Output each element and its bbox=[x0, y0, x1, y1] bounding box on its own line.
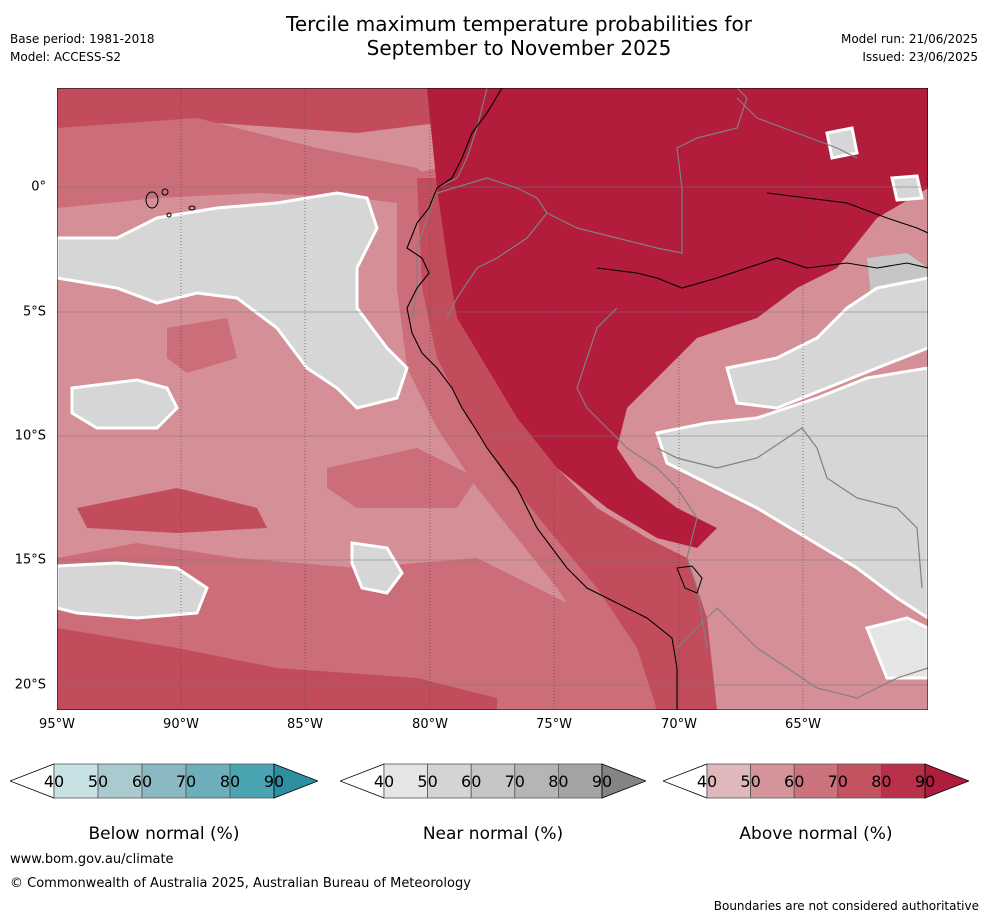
colorbar-right-extension bbox=[273, 763, 320, 799]
footer-copyright: © Commonwealth of Australia 2025, Austra… bbox=[10, 876, 471, 891]
colorbar-tick-label: 70 bbox=[827, 772, 848, 791]
colorbar-segment bbox=[706, 763, 751, 799]
border-colombia-brazil bbox=[546, 88, 748, 254]
footer-disclaimer: Boundaries are not considered authoritat… bbox=[713, 899, 979, 913]
base-period-label: Base period: 1981-2018 bbox=[10, 32, 155, 46]
colorbar-tick-label: 70 bbox=[504, 772, 525, 791]
ocean-band-upper bbox=[57, 118, 457, 208]
colorbar-segment bbox=[514, 763, 559, 799]
graticule bbox=[57, 88, 928, 710]
footer-url: www.bom.gov.au/climate bbox=[10, 852, 174, 867]
border-venezuela bbox=[736, 97, 858, 159]
colorbar-right-extension bbox=[601, 763, 648, 799]
colorbar-segment bbox=[383, 763, 428, 799]
ocean-warm-patch bbox=[77, 488, 267, 533]
lon-label-90w: 90°W bbox=[163, 717, 199, 732]
map-title: Tercile maximum temperature probabilitie… bbox=[214, 12, 824, 60]
colorbar-segment bbox=[880, 763, 926, 799]
colorbar-segment bbox=[837, 763, 882, 799]
colorbar-tick-label: 90 bbox=[914, 772, 936, 791]
model-label: Model: ACCESS-S2 bbox=[10, 50, 122, 64]
probability-map bbox=[57, 88, 928, 710]
ocean-warm-patch-3 bbox=[327, 448, 477, 508]
colorbar-tick-label: 60 bbox=[461, 772, 482, 791]
map-title-line2: September to November 2025 bbox=[366, 36, 672, 60]
lon-label-70w: 70°W bbox=[661, 717, 697, 732]
colorbar-tick-label: 40 bbox=[696, 772, 718, 791]
legend-title-above: Above normal (%) bbox=[739, 824, 893, 844]
lon-label-95w: 95°W bbox=[39, 717, 75, 732]
ocean-warm-patch-2 bbox=[167, 318, 237, 373]
border-bolivia-south bbox=[676, 607, 928, 699]
colorbar-tick-label: 80 bbox=[219, 772, 241, 791]
legend-above-normal: Above normal (%) bbox=[661, 762, 971, 852]
colorbar-near bbox=[338, 763, 648, 799]
colorbar-tick-label: 80 bbox=[871, 772, 892, 791]
legend-near-normal: Near normal (%) bbox=[338, 762, 648, 852]
legend-below-normal: Below normal (%) bbox=[8, 762, 320, 852]
legend-title-near: Near normal (%) bbox=[422, 824, 564, 844]
colorbar-tick-label: 80 bbox=[548, 772, 569, 791]
galapagos-islands bbox=[145, 188, 196, 218]
colorbar-tick-label: 40 bbox=[43, 772, 65, 791]
colorbar-above bbox=[661, 763, 971, 799]
colorbar-segment bbox=[141, 763, 187, 799]
lon-label-85w: 85°W bbox=[287, 717, 323, 732]
coastline bbox=[406, 88, 928, 710]
lat-label-0: 0° bbox=[31, 179, 46, 195]
negro-river bbox=[766, 192, 928, 234]
lon-label-80w: 80°W bbox=[412, 717, 448, 732]
lon-label-65w: 65°W bbox=[785, 717, 821, 732]
issued-label: Issued: 23/06/2025 bbox=[862, 50, 978, 64]
colorbar-tick-label: 50 bbox=[87, 772, 109, 791]
colorbar-tick-label: 50 bbox=[740, 772, 761, 791]
colorbar-tick-label: 70 bbox=[175, 772, 197, 791]
colorbar-tick-label: 60 bbox=[131, 772, 153, 791]
colorbar-tick-label: 90 bbox=[591, 772, 613, 791]
lon-label-75w: 75°W bbox=[536, 717, 572, 732]
border-peru-brazil-bolivia bbox=[576, 307, 708, 649]
country-borders bbox=[411, 88, 928, 699]
colorbar-segment bbox=[185, 763, 231, 799]
colorbar-segment bbox=[53, 763, 99, 799]
colorbar-tick-label: 60 bbox=[784, 772, 805, 791]
model-run-label: Model run: 21/06/2025 bbox=[840, 32, 978, 46]
colorbar-tick-label: 40 bbox=[373, 772, 395, 791]
colorbar-segment bbox=[427, 763, 472, 799]
colorbar-segment bbox=[470, 763, 516, 799]
map-title-line1: Tercile maximum temperature probabilitie… bbox=[286, 12, 752, 36]
colorbar-segment bbox=[750, 763, 795, 799]
legend-title-below: Below normal (%) bbox=[88, 824, 240, 844]
amazon-river bbox=[596, 257, 928, 289]
colorbar-segment bbox=[229, 763, 275, 799]
border-bolivia-brazil bbox=[656, 427, 923, 589]
south-ocean-band-strong bbox=[57, 628, 497, 710]
lat-label-5s: 5°S bbox=[22, 304, 46, 320]
pacific-coastline bbox=[406, 88, 678, 710]
lat-label-15s: 15°S bbox=[14, 552, 46, 568]
border-peru-colombia bbox=[436, 177, 548, 319]
colorbar-tick-label: 90 bbox=[263, 772, 285, 791]
lake-titicaca bbox=[676, 565, 703, 594]
colorbar-tick-label: 50 bbox=[417, 772, 438, 791]
coastal-band-80 bbox=[417, 178, 717, 710]
colorbar-right-extension bbox=[924, 763, 971, 799]
lat-label-10s: 10°S bbox=[14, 428, 46, 444]
lat-label-20s: 20°S bbox=[14, 677, 46, 693]
colorbar-below bbox=[8, 763, 320, 799]
